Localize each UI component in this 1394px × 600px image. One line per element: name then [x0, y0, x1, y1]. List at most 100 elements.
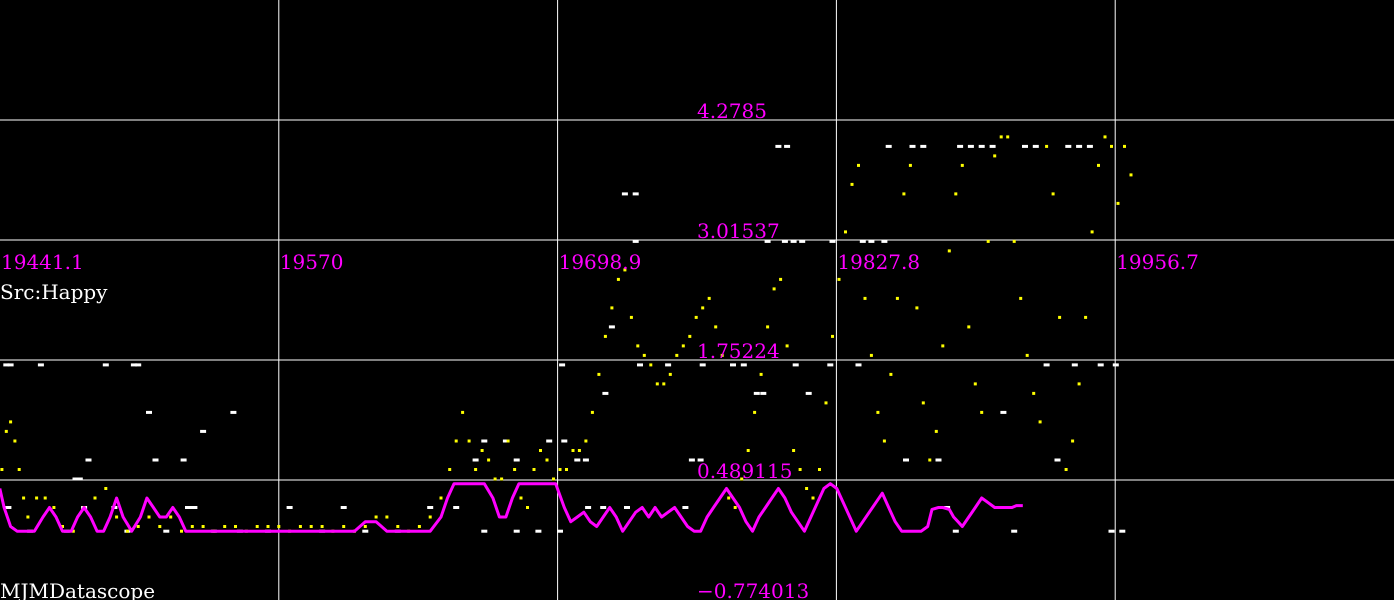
data-point — [859, 239, 866, 243]
data-point — [863, 296, 867, 300]
data-point — [461, 410, 465, 414]
data-point — [169, 515, 173, 519]
data-point — [565, 468, 568, 471]
series-layer — [0, 135, 1133, 533]
data-point — [973, 382, 977, 386]
data-point — [978, 144, 985, 148]
data-point — [681, 344, 685, 348]
data-point — [772, 287, 776, 291]
data-point — [730, 363, 736, 367]
data-point — [621, 192, 628, 196]
data-point — [180, 458, 187, 462]
data-point — [340, 506, 347, 509]
data-point — [453, 506, 460, 509]
data-point — [17, 468, 21, 471]
data-point — [146, 410, 152, 414]
data-point — [298, 525, 302, 528]
data-point — [125, 529, 129, 533]
data-point — [1006, 135, 1010, 139]
data-point — [928, 458, 932, 462]
data-point — [1019, 296, 1023, 300]
data-point — [649, 363, 653, 367]
data-point — [1116, 201, 1120, 205]
data-point — [818, 468, 821, 471]
data-point — [881, 239, 888, 243]
data-point — [472, 458, 479, 462]
data-point — [844, 230, 847, 234]
data-point — [102, 363, 109, 367]
data-point — [986, 239, 990, 243]
data-point — [1025, 353, 1029, 357]
y-tick-label: 0.489115 — [697, 459, 792, 483]
x-tick-label: 19827.8 — [837, 250, 920, 274]
data-point — [827, 363, 834, 367]
data-point — [1076, 144, 1083, 148]
data-point — [632, 239, 639, 243]
data-point — [792, 449, 796, 452]
data-point — [1012, 239, 1016, 243]
data-point — [76, 477, 83, 481]
data-point — [921, 401, 925, 405]
data-point — [915, 306, 919, 310]
data-point — [72, 477, 79, 481]
data-point — [882, 439, 886, 443]
data-point — [557, 529, 563, 533]
data-point — [682, 506, 689, 509]
data-point — [999, 135, 1003, 139]
data-point — [130, 363, 137, 367]
data-point — [1084, 315, 1088, 319]
x-tick-labels: 19441.1 19570 19698.9 19827.8 19956.7 — [1, 250, 1199, 274]
data-point — [665, 363, 672, 367]
data-point — [993, 154, 997, 158]
data-point — [277, 525, 281, 528]
data-point — [474, 468, 478, 471]
data-point — [876, 410, 880, 414]
data-point — [1110, 144, 1113, 148]
y-tick-label: −0.774013 — [697, 579, 809, 600]
data-point — [908, 163, 912, 167]
x-tick-label: 19441.1 — [1, 250, 84, 274]
data-point — [699, 363, 706, 367]
data-point — [5, 506, 12, 509]
data-point — [3, 363, 10, 367]
data-point — [694, 315, 698, 319]
data-point — [764, 239, 771, 243]
data-point — [266, 525, 270, 528]
data-point — [746, 449, 750, 452]
data-point — [163, 529, 170, 533]
data-point — [707, 296, 711, 300]
data-point — [135, 363, 142, 367]
data-point — [1032, 391, 1036, 395]
data-point — [255, 525, 259, 528]
data-point — [632, 192, 639, 196]
data-point — [850, 182, 854, 186]
data-point — [941, 344, 945, 348]
data-point — [467, 439, 471, 443]
data-point — [500, 477, 504, 481]
data-point — [1038, 420, 1042, 424]
data-point — [714, 325, 718, 329]
data-point — [697, 458, 704, 462]
data-point — [760, 391, 767, 395]
data-point — [967, 325, 971, 329]
data-point — [637, 363, 643, 367]
data-point — [385, 515, 389, 519]
data-point — [558, 468, 562, 471]
data-point — [396, 525, 400, 528]
data-point — [903, 458, 909, 462]
x-tick-label: 19570 — [280, 250, 344, 274]
data-point — [629, 315, 633, 319]
data-point — [753, 391, 760, 395]
data-point — [636, 344, 640, 348]
data-point — [585, 506, 592, 509]
data-point — [487, 458, 491, 462]
data-point — [727, 496, 731, 500]
data-point — [934, 429, 938, 433]
data-point — [790, 239, 797, 243]
data-point — [1071, 363, 1078, 367]
data-point — [417, 525, 421, 528]
data-point — [574, 458, 581, 462]
data-point — [799, 239, 806, 243]
